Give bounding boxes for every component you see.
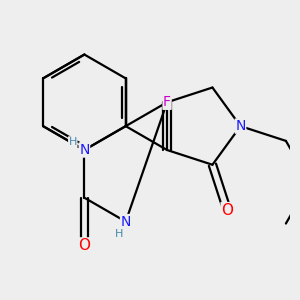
Text: F: F xyxy=(163,95,171,109)
Text: O: O xyxy=(221,202,233,217)
Text: H: H xyxy=(115,229,123,239)
Text: N: N xyxy=(121,214,131,229)
Text: O: O xyxy=(78,238,90,253)
Text: H: H xyxy=(69,137,77,147)
Text: N: N xyxy=(79,143,90,157)
Text: N: N xyxy=(235,119,246,133)
